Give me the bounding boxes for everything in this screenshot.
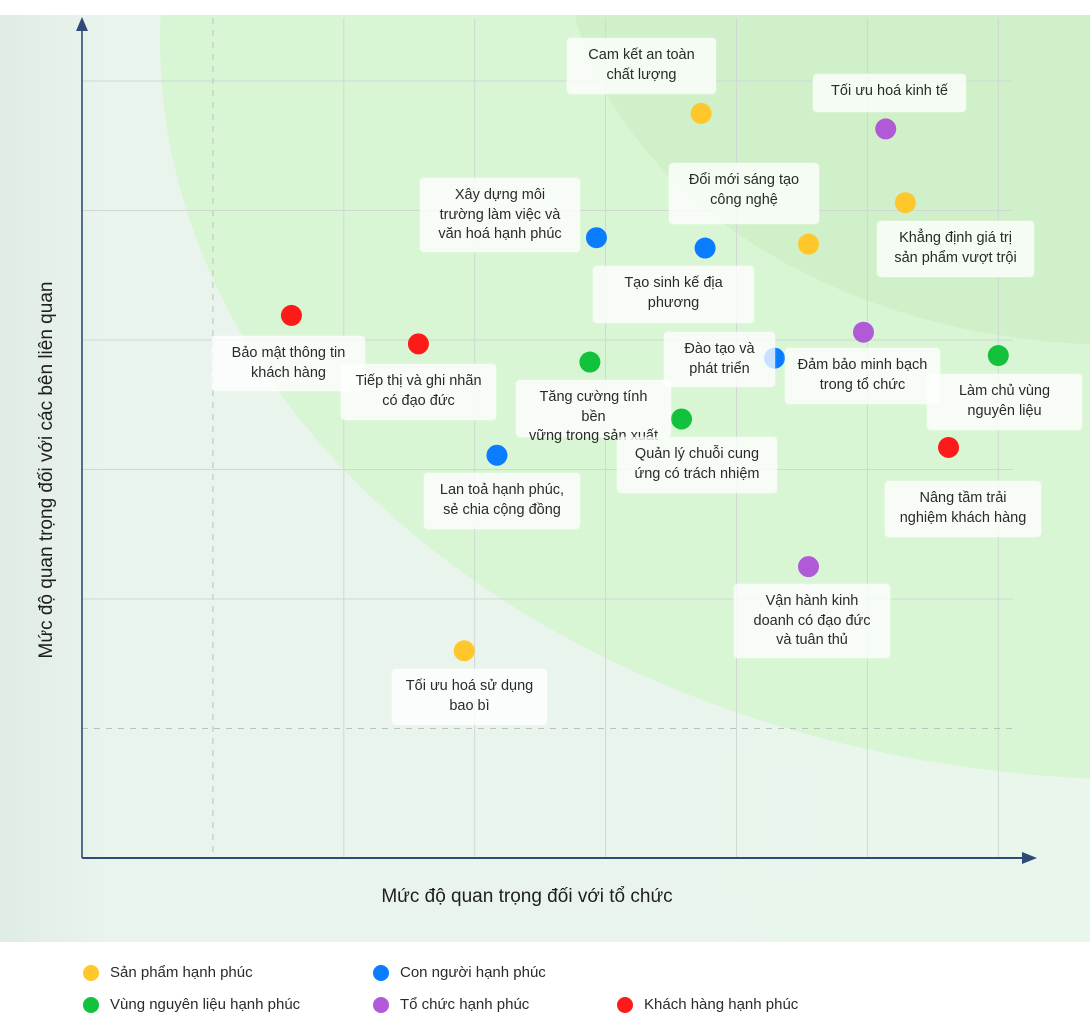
legend-label: Con người hạnh phúc xyxy=(400,964,546,981)
point-label: Quản lý chuỗi cung ứng có trách nhiệm xyxy=(617,437,777,493)
legend-item-khach-hang: Khách hàng hạnh phúc xyxy=(617,996,798,1013)
legend-dot-icon xyxy=(83,996,99,1013)
point-label: Nâng tầm trải nghiệm khách hàng xyxy=(885,481,1041,537)
legend-item-san-pham: Sản phẩm hạnh phúc xyxy=(83,964,253,981)
data-point: Lan toả hạnh phúc, sẻ chia cộng đồng — C… xyxy=(486,444,508,466)
point-label: Tăng cường tính bền vững trong sản xuất xyxy=(516,380,671,444)
point-label: Làm chủ vùng nguyên liệu xyxy=(927,374,1082,430)
point-label: Cam kết an toàn chất lượng xyxy=(567,38,716,94)
legend-label: Tổ chức hạnh phúc xyxy=(400,996,530,1013)
legend-label: Vùng nguyên liệu hạnh phúc xyxy=(110,996,301,1013)
point-label: Đổi mới sáng tạo công nghệ xyxy=(669,163,819,224)
x-axis-arrow-icon xyxy=(1022,852,1037,864)
chart-canvas: Cam kết an toàn chất lượng — Sản phẩm hạ… xyxy=(0,15,1090,942)
legend-label: Sản phẩm hạnh phúc xyxy=(110,964,253,981)
data-point: Vận hành kinh doanh có đạo đức và tuân t… xyxy=(797,556,819,578)
legend-dot-icon xyxy=(373,964,389,981)
data-point: Tiếp thị và ghi nhãn có đạo đức — Khách … xyxy=(407,333,429,355)
point-label: Tiếp thị và ghi nhãn có đạo đức xyxy=(341,364,496,420)
legend-dot-icon xyxy=(83,964,99,981)
point-label: Đảm bảo minh bạch trong tổ chức xyxy=(785,348,940,404)
point-label: Tối ưu hoá sử dụng bao bì xyxy=(392,669,547,725)
point-label: Xây dựng môi trường làm việc và văn hoá … xyxy=(420,178,580,252)
legend-item-con-nguoi: Con người hạnh phúc xyxy=(373,964,546,981)
legend-label: Khách hàng hạnh phúc xyxy=(644,996,799,1013)
data-point: Đổi mới sáng tạo công nghệ — Sản phẩm hạ… xyxy=(797,233,819,255)
top-band xyxy=(0,0,1090,15)
data-point: Quản lý chuỗi cung ứng có trách nhiệm — … xyxy=(671,408,693,430)
legend: Sản phẩm hạnh phúc Con người hạnh phúc V… xyxy=(0,942,1090,1028)
data-point: Đảm bảo minh bạch trong tổ chức — Tổ chứ… xyxy=(852,321,874,343)
point-label: Đào tạo và phát triển xyxy=(664,332,775,387)
point-label: Vận hành kinh doanh có đạo đức và tuân t… xyxy=(734,584,890,658)
data-point: Làm chủ vùng nguyên liệu — Vùng nguyên l… xyxy=(987,345,1009,367)
legend-dot-icon xyxy=(617,996,633,1013)
point-label: Khẳng định giá trị sản phẩm vượt trội xyxy=(877,221,1034,277)
data-points: Cam kết an toàn chất lượng — Sản phẩm hạ… xyxy=(280,102,1009,662)
data-point: Nâng tầm trải nghiệm khách hàng — Khách … xyxy=(938,436,960,458)
data-point: Tạo sinh kế địa phương — Con người hạnh … xyxy=(694,237,716,259)
x-axis-title: Mức độ quan trọng đối với tổ chức xyxy=(381,886,673,907)
data-point: Khẳng định giá trị sản phẩm vượt trội — … xyxy=(894,192,916,214)
point-label: Tối ưu hoá kinh tế xyxy=(813,74,966,112)
data-point: Tối ưu hoá sử dụng bao bì — Sản phẩm hạn… xyxy=(453,640,475,662)
data-point: Cam kết an toàn chất lượng — Sản phẩm hạ… xyxy=(690,102,712,124)
axes xyxy=(76,17,1037,864)
point-label: Tạo sinh kế địa phương xyxy=(593,266,754,323)
data-point: Tối ưu hoá kinh tế — Tổ chức hạnh phúc xyxy=(875,118,897,140)
data-point: Xây dựng môi trường làm việc và văn hoá … xyxy=(585,227,607,249)
point-label: Lan toả hạnh phúc, sẻ chia cộng đồng xyxy=(424,473,580,529)
legend-item-to-chuc: Tổ chức hạnh phúc xyxy=(373,996,529,1013)
point-label: Bảo mật thông tin khách hàng xyxy=(212,336,365,391)
y-axis-arrow-icon xyxy=(76,17,88,31)
y-axis-title: Mức độ quan trọng đối với các bên liên q… xyxy=(36,281,57,659)
data-point: Tăng cường tính bền vững trong sản xuất … xyxy=(579,351,601,373)
data-point: Bảo mật thông tin khách hàng — Khách hàn… xyxy=(280,304,302,326)
legend-item-vung-nguyen-lieu: Vùng nguyên liệu hạnh phúc xyxy=(83,996,300,1013)
legend-dot-icon xyxy=(373,996,389,1013)
